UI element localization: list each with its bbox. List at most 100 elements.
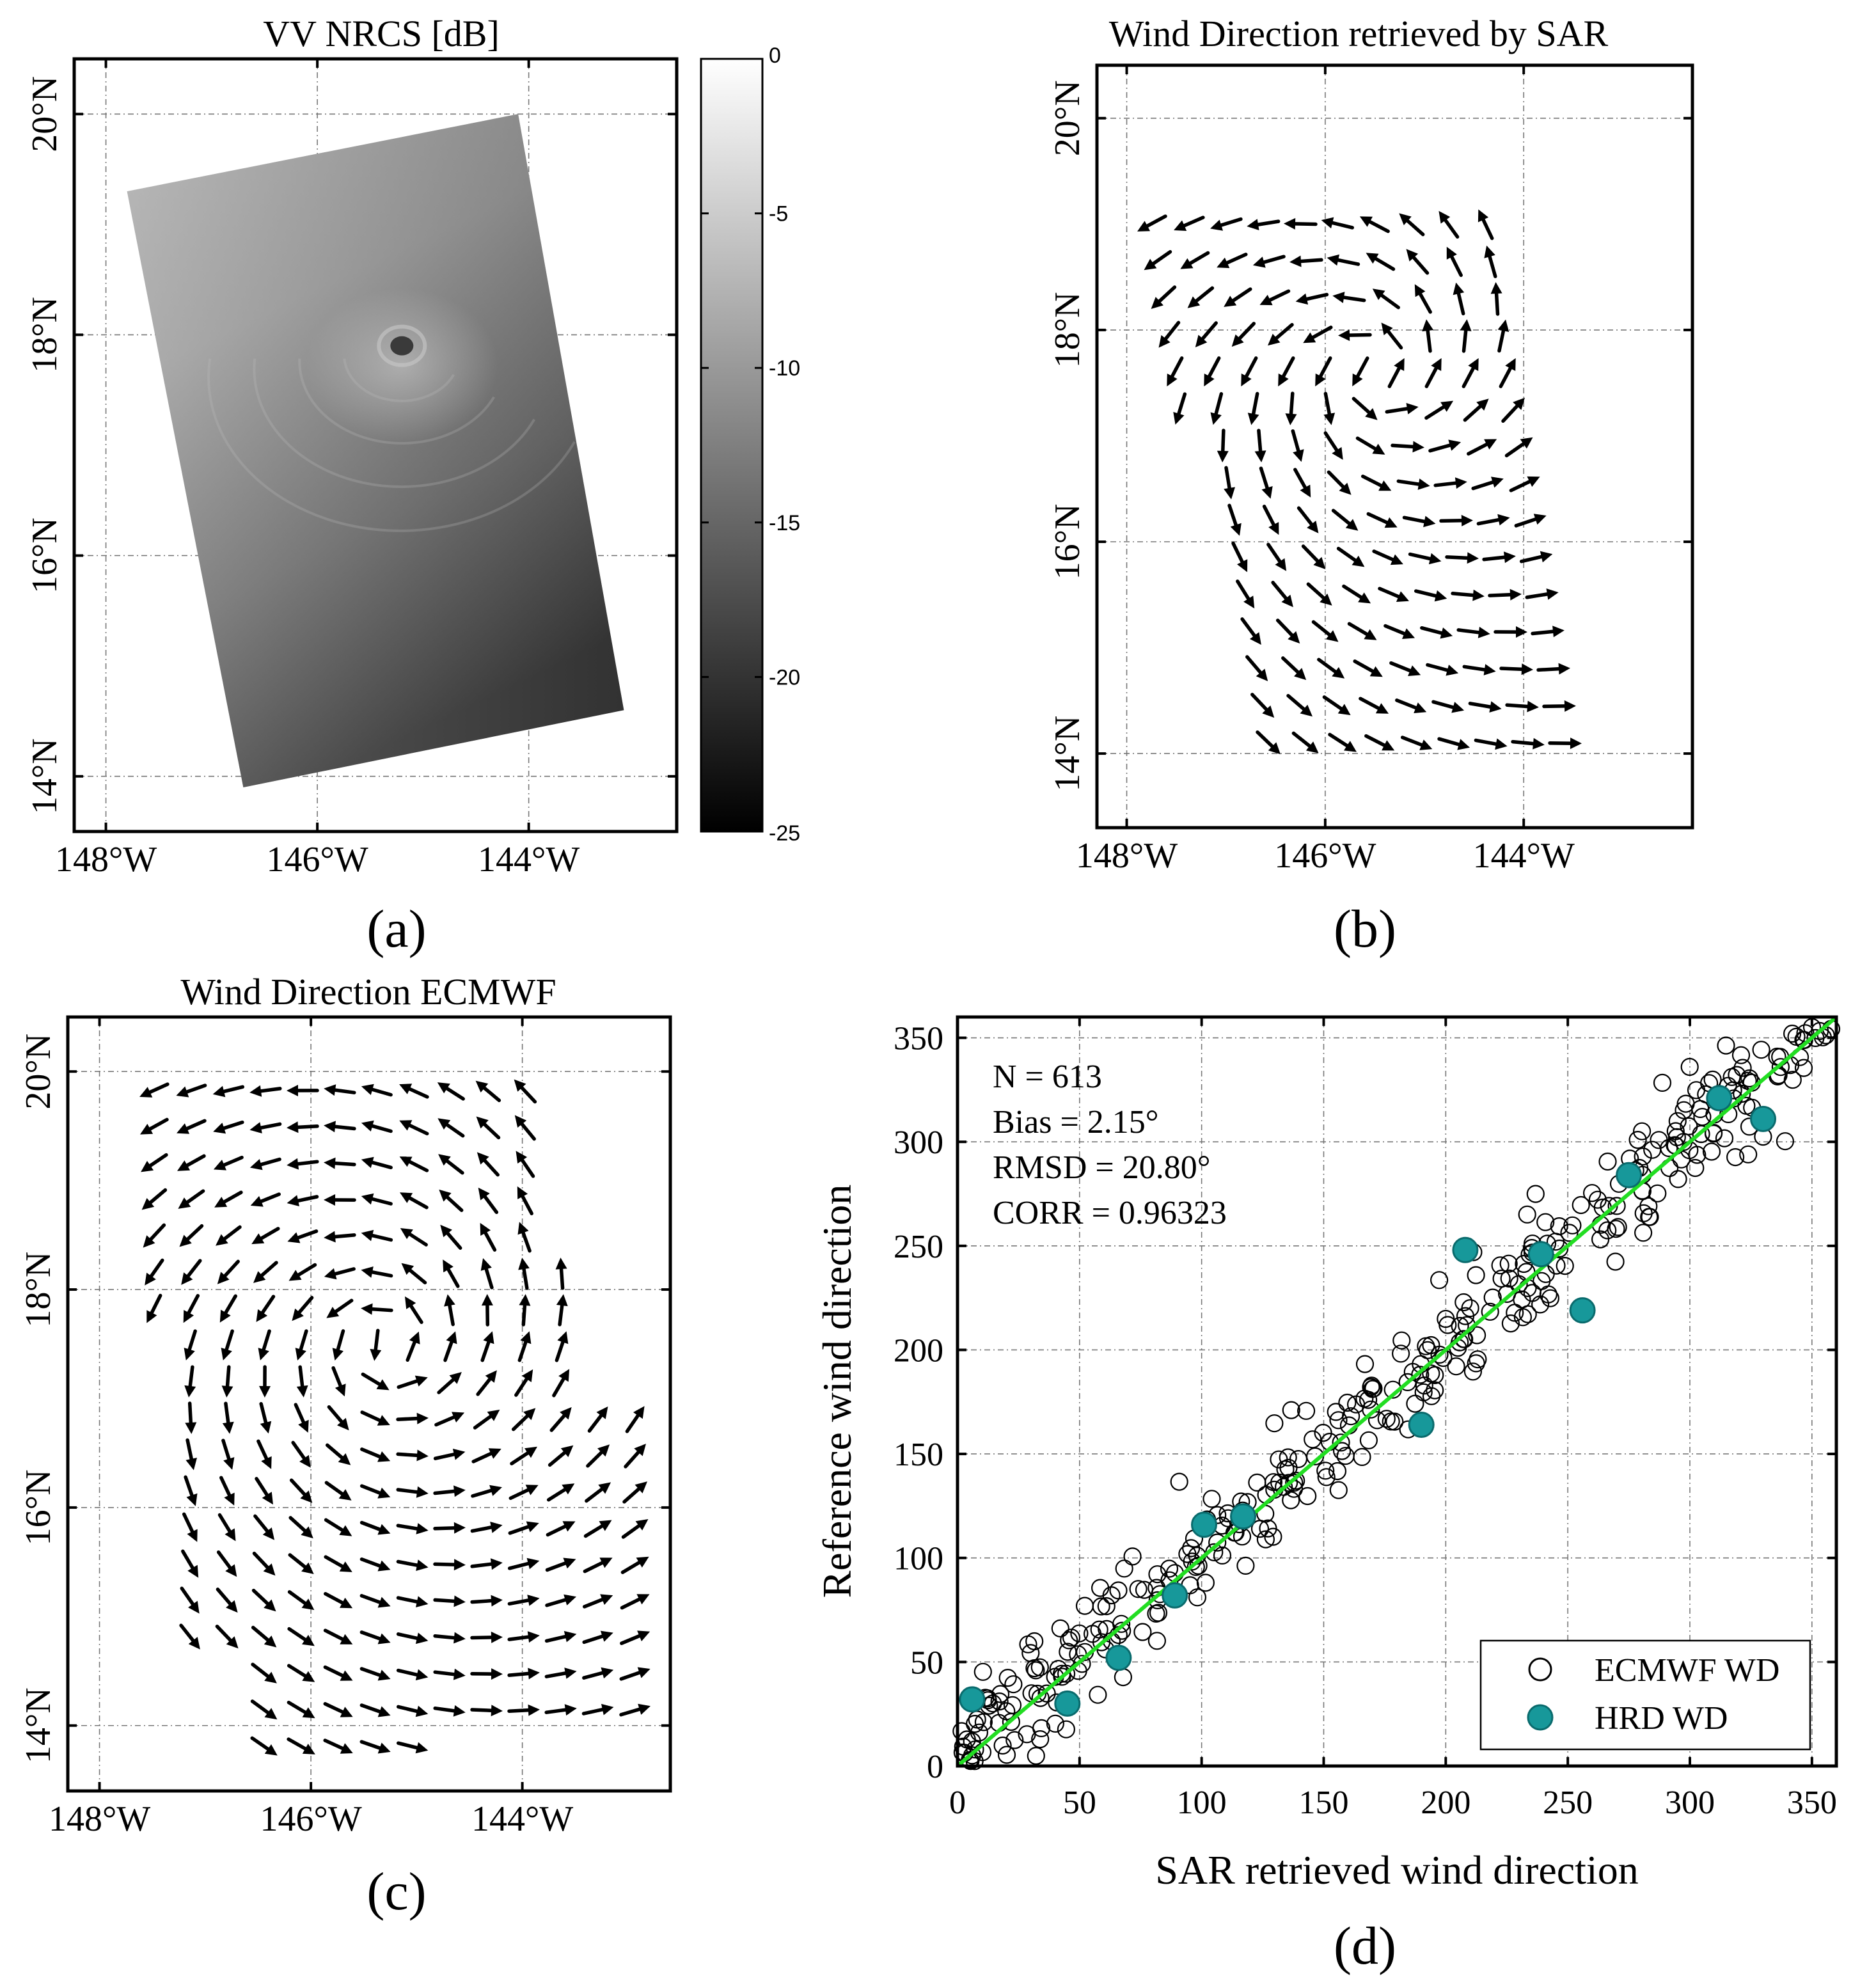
ecmwf-point [1726,1147,1745,1167]
wind-arrow [470,1522,503,1533]
ecmwf-point [1285,1473,1304,1492]
wind-arrow [1332,292,1366,303]
wind-arrow [517,1331,532,1362]
ecmwf-point [1418,1341,1437,1359]
wind-arrow [1195,321,1218,347]
rainband [207,358,576,532]
wind-arrow [140,1117,169,1135]
wind-arrow [621,1519,649,1539]
wind-arrow [1519,551,1553,564]
wind-arrow [1224,287,1252,307]
wind-arrow [585,1482,611,1503]
scatter-legend: ECMWF WD HRD WD [1479,1639,1811,1751]
wind-arrow [1439,210,1460,239]
wind-arrow [359,1667,391,1681]
wind-arrow [1474,738,1508,750]
stat-bias: Bias = 2.15° [993,1104,1159,1140]
wind-arrow [324,1591,353,1609]
wind-arrow [1323,431,1343,460]
ecmwf-point [1783,1024,1802,1043]
wind-arrow [507,1557,540,1570]
wind-arrow [477,1152,500,1177]
wind-arrow [1217,429,1229,462]
x-tick-label: 0 [949,1785,966,1821]
ecmwf-point [1030,1658,1049,1676]
panel-a-nrcs-map: VV NRCS [dB] 148°W 146°W 144°W 14°N 16°N 18°… [25,13,800,959]
wind-arrow [178,1189,205,1209]
ecmwf-point [1329,1411,1348,1430]
ecmwf-point [1359,1431,1378,1449]
ecmwf-point [1208,1533,1227,1552]
wind-arrow [1387,358,1405,388]
ecmwf-point [963,1732,981,1751]
wind-arrow [1408,552,1442,565]
wind-arrow [324,1084,356,1096]
wind-arrow [1347,622,1377,640]
wind-arrow [1286,693,1312,717]
ecmwf-point [1739,1145,1758,1163]
wind-arrow [507,1631,540,1643]
latitude-tick-label: 20°N [1048,80,1087,156]
wind-arrow [139,1082,169,1098]
ecmwf-point [1771,1058,1790,1076]
wind-arrow [1366,512,1398,528]
stat-n: N = 613 [993,1059,1102,1095]
wind-arrow [440,1224,462,1250]
wind-arrow [1406,249,1430,275]
wind-arrow [619,1703,650,1717]
wind-arrow [622,1481,647,1504]
wind-arrow [433,1705,466,1717]
longitude-tick-label: 148°W [55,840,157,879]
ecmwf-point [1648,1184,1667,1202]
wind-arrow [396,1486,429,1498]
ecmwf-point [1609,1218,1627,1236]
wind-arrow [361,1303,393,1315]
wind-arrow [361,1120,393,1133]
wind-arrow [221,1329,234,1360]
wind-arrow [361,1266,393,1278]
wind-arrow [287,1590,315,1611]
longitude-tick-label: 144°W [478,840,579,879]
wind-arrow [1293,468,1311,498]
wind-arrow [1173,392,1187,425]
ecmwf-point [1333,1442,1352,1460]
wind-arrow [250,1736,278,1756]
wind-arrow [1167,356,1184,387]
wind-arrow [141,1188,168,1210]
ecmwf-point [1363,1380,1382,1398]
ecmwf-point [1170,1472,1188,1491]
ecmwf-point [1536,1213,1555,1231]
ecmwf-point [1070,1624,1089,1643]
wind-arrow [582,1630,613,1644]
wind-arrow [1259,289,1291,306]
wind-arrow [256,1295,276,1322]
ecmwf-point [1091,1579,1110,1597]
wind-arrow [176,1084,207,1098]
ecmwf-point [1392,1344,1410,1363]
wind-arrow [1231,541,1248,572]
ecmwf-point [1463,1362,1482,1381]
wind-arrow [470,1705,503,1717]
wind-arrow [222,1401,234,1434]
ecmwf-point [1133,1623,1152,1641]
ecmwf-point [997,1746,1016,1764]
wind-arrow [1342,584,1371,604]
wind-arrow [437,1082,465,1101]
wind-arrow [1456,626,1490,638]
wind-arrow [587,1406,608,1433]
legend-hrd-marker [1527,1704,1554,1731]
ecmwf-point [1025,1632,1044,1651]
wind-arrow [177,1119,207,1134]
ecmwf-point [1634,1147,1652,1166]
ecmwf-point [1147,1604,1165,1623]
ecmwf-point [1501,1314,1520,1333]
wind-arrow [1422,319,1434,353]
wind-arrow [1231,322,1256,347]
ecmwf-point [1633,1122,1651,1140]
wind-arrow [145,1258,164,1286]
wind-arrow [1402,516,1436,528]
wind-arrow [1501,397,1525,423]
ecmwf-point [1422,1336,1440,1355]
ecmwf-point [1287,1471,1305,1490]
ecmwf-point [1572,1195,1590,1215]
